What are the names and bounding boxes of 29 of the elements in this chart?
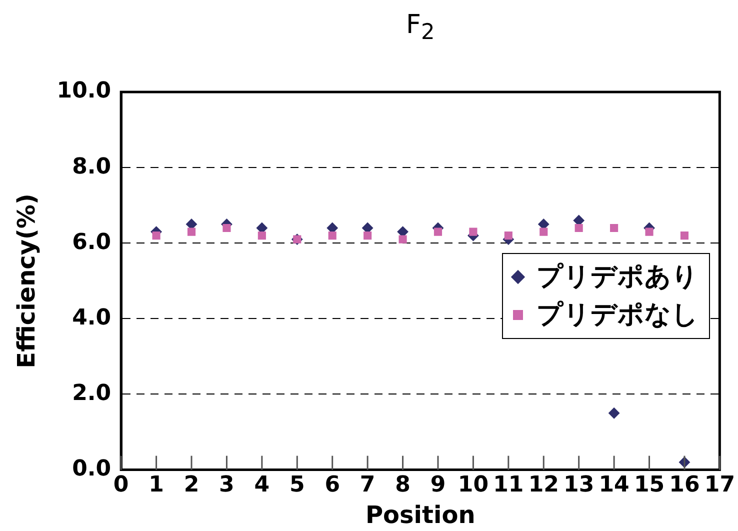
x-tick-label: 5 [289,472,305,498]
x-axis-title: Position [365,500,476,529]
x-tick-label: 1 [148,472,164,498]
y-axis-title: Efficiency(%) [12,193,41,368]
y-tick-label: 4.0 [72,305,112,330]
x-tick-label: 10 [458,472,489,498]
x-tick-label: 17 [704,472,736,498]
x-tick-label: 9 [430,472,446,498]
y-tick-label: 10.0 [56,78,112,104]
y-tick-label: 0.0 [72,456,112,482]
x-tick-label: 4 [254,472,270,498]
x-tick-label: 12 [528,472,559,498]
x-tick-label: 3 [219,472,234,498]
legend-label: プリデポあり [536,260,699,294]
x-tick-label: 2 [184,472,200,498]
y-tick-label: 2.0 [72,380,112,406]
x-tick-label: 13 [564,472,594,498]
y-tick-label: 8.0 [72,154,112,180]
x-tick-label: 15 [634,472,665,498]
x-tick-label: 14 [598,472,630,498]
x-tick-label: 11 [493,472,524,498]
x-tick-label: 16 [669,472,700,498]
x-tick-label: 6 [324,472,340,498]
x-tick-label: 0 [113,472,129,498]
y-tick-label: 6.0 [72,230,112,255]
chart-title: F$_{2}$ [405,10,436,46]
x-tick-label: 8 [395,472,410,498]
legend-label: プリデポなし [536,298,699,332]
x-tick-label: 7 [360,472,376,498]
